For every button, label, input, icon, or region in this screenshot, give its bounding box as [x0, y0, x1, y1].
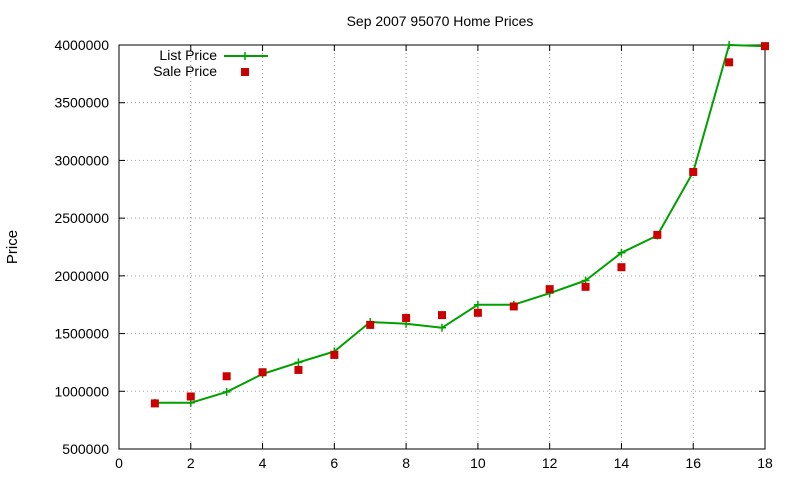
list-price-point — [473, 300, 482, 309]
sale-price-point — [545, 285, 554, 294]
sale-price-point — [438, 311, 446, 320]
sale-price-point — [222, 372, 231, 381]
x-tick-label: 0 — [115, 455, 123, 471]
sale-price-point — [581, 282, 590, 291]
x-tick-label: 16 — [685, 455, 701, 471]
sale-price-point — [653, 230, 662, 239]
x-tick-label: 18 — [757, 455, 773, 471]
y-tick-label: 500000 — [62, 441, 109, 457]
y-tick-label: 1500000 — [54, 326, 109, 342]
sale-price-point — [150, 399, 159, 408]
x-tick-label: 12 — [542, 455, 558, 471]
x-tick-label: 10 — [470, 455, 486, 471]
sale-price-point — [366, 320, 375, 329]
sale-price-point — [330, 350, 339, 359]
x-tick-label: 14 — [614, 455, 630, 471]
y-tick-label: 3000000 — [54, 152, 109, 168]
list-price-point — [725, 41, 734, 49]
sale-price-point — [402, 313, 411, 322]
plot-frame — [118, 44, 766, 450]
legend-label-list-price: List Price — [159, 47, 217, 63]
y-tick-label: 3500000 — [54, 95, 109, 111]
sale-price-point — [509, 302, 518, 311]
y-tick-label: 4000000 — [54, 37, 109, 53]
series-layer — [150, 41, 769, 408]
sale-price-point — [689, 167, 698, 176]
sale-price-point — [725, 58, 734, 67]
x-tick-label: 2 — [187, 455, 195, 471]
legend: List Price Sale Price — [153, 47, 268, 79]
sale-price-point — [294, 365, 303, 374]
legend-marker-sale-price — [241, 68, 249, 76]
y-tick-label: 1000000 — [54, 383, 109, 399]
list-price-point — [222, 387, 231, 396]
chart-title: Sep 2007 95070 Home Prices — [347, 13, 534, 29]
sale-price-point — [761, 42, 769, 51]
x-tick-label: 6 — [330, 455, 338, 471]
x-tick-label: 8 — [402, 455, 410, 471]
x-tick-label: 4 — [259, 455, 267, 471]
grid — [119, 45, 765, 449]
axis-ticks: 0 2 4 6 8 10 12 14 16 18 500000 1000000 1500000 20000… — [54, 37, 773, 471]
y-tick-label: 2000000 — [54, 268, 109, 284]
sale-price-point — [258, 368, 267, 377]
sale-price-point — [186, 392, 195, 401]
list-price-point — [617, 248, 626, 257]
legend-label-sale-price: Sale Price — [153, 63, 217, 79]
legend-marker-list-price — [241, 52, 249, 60]
list-price-point — [294, 358, 303, 367]
sale-price-point — [617, 263, 626, 272]
sale-price-point — [473, 308, 482, 317]
list-price-point — [438, 323, 446, 332]
series-line-list-price — [154, 44, 766, 404]
y-tick-label: 2500000 — [54, 210, 109, 226]
y-axis-label: Price — [4, 230, 21, 264]
